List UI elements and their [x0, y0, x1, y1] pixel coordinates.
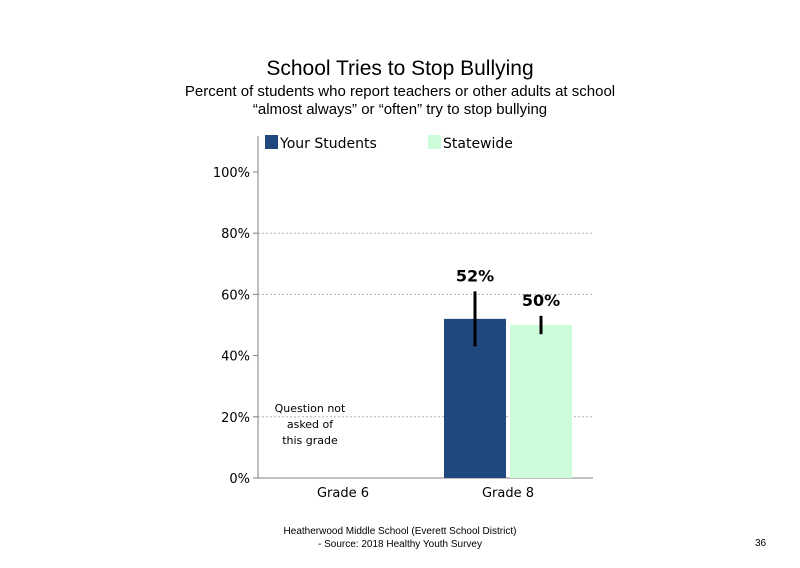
footer-source: - Source: 2018 Healthy Youth Survey	[318, 539, 482, 550]
chart-title: School Tries to Stop Bullying	[266, 57, 534, 80]
footer-school-name: Heatherwood Middle School (Everett Schoo…	[283, 526, 517, 537]
legend-swatch	[428, 135, 441, 149]
x-tick-label: Grade 6	[317, 486, 369, 501]
data-label: 52%	[456, 266, 494, 285]
legend-label: Statewide	[443, 136, 513, 152]
y-tick-label: 60%	[221, 288, 250, 303]
y-tick-label: 20%	[221, 411, 250, 426]
y-tick-label: 80%	[221, 227, 250, 242]
annotation-text: Question not	[275, 402, 346, 415]
data-label: 50%	[522, 291, 560, 310]
bar	[510, 325, 572, 478]
legend-swatch	[265, 135, 278, 149]
y-tick-label: 0%	[229, 472, 250, 487]
page-number: 36	[755, 538, 767, 549]
annotation-text: this grade	[282, 434, 338, 447]
chart-subtitle-line-2: “almost always” or “often” try to stop b…	[252, 101, 548, 118]
x-tick-label: Grade 8	[482, 486, 534, 501]
y-tick-label: 40%	[221, 350, 250, 365]
y-tick-label: 100%	[213, 166, 250, 181]
legend-label: Your Students	[279, 136, 377, 152]
annotation-text: asked of	[287, 418, 334, 431]
chart-subtitle-line-1: Percent of students who report teachers …	[184, 83, 616, 100]
